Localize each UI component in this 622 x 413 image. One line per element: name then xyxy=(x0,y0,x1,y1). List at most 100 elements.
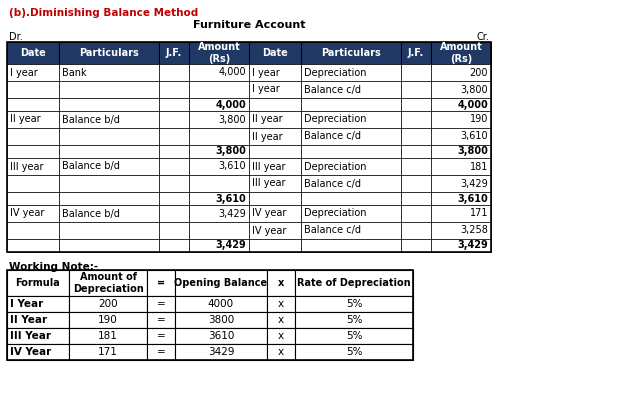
Bar xyxy=(301,64,401,81)
Text: III year: III year xyxy=(10,161,44,171)
Text: 3610: 3610 xyxy=(208,331,234,341)
Bar xyxy=(295,312,413,328)
Bar xyxy=(189,192,249,205)
Bar xyxy=(249,64,301,81)
Bar xyxy=(295,296,413,312)
Bar xyxy=(401,64,431,81)
Bar xyxy=(59,239,159,252)
Text: Balance c/d: Balance c/d xyxy=(304,131,361,142)
Bar xyxy=(267,312,295,328)
Text: III year: III year xyxy=(252,161,285,171)
Bar xyxy=(189,145,249,158)
Bar xyxy=(249,98,301,111)
Text: 3800: 3800 xyxy=(208,315,234,325)
Text: 4,000: 4,000 xyxy=(457,100,488,109)
Text: IV year: IV year xyxy=(10,209,44,218)
Bar xyxy=(301,145,401,158)
Bar xyxy=(301,81,401,98)
Text: 3,610: 3,610 xyxy=(215,194,246,204)
Bar xyxy=(301,111,401,128)
Text: =: = xyxy=(157,315,165,325)
Text: 3,429: 3,429 xyxy=(457,240,488,251)
Text: Formula: Formula xyxy=(16,278,60,288)
Bar xyxy=(7,64,59,81)
Bar xyxy=(7,175,59,192)
Text: II Year: II Year xyxy=(10,315,47,325)
Text: Balance b/d: Balance b/d xyxy=(62,161,120,171)
Text: Depreciation: Depreciation xyxy=(304,67,366,78)
Bar xyxy=(69,270,147,296)
Text: Amount
(Rs): Amount (Rs) xyxy=(198,42,240,64)
Text: 3,610: 3,610 xyxy=(460,131,488,142)
Text: Particulars: Particulars xyxy=(79,48,139,58)
Bar xyxy=(175,344,267,360)
Bar xyxy=(431,192,491,205)
Bar xyxy=(189,98,249,111)
Bar xyxy=(7,270,69,296)
Bar xyxy=(69,328,147,344)
Bar xyxy=(159,81,189,98)
Bar xyxy=(175,328,267,344)
Text: II year: II year xyxy=(252,114,282,124)
Text: IV year: IV year xyxy=(252,225,286,235)
Bar xyxy=(431,145,491,158)
Bar xyxy=(159,145,189,158)
Bar xyxy=(249,42,301,64)
Text: 171: 171 xyxy=(470,209,488,218)
Bar xyxy=(189,158,249,175)
Text: Balance c/d: Balance c/d xyxy=(304,225,361,235)
Bar xyxy=(431,239,491,252)
Text: Balance b/d: Balance b/d xyxy=(62,114,120,124)
Bar xyxy=(249,128,301,145)
Bar xyxy=(295,344,413,360)
Text: 5%: 5% xyxy=(346,299,362,309)
Bar xyxy=(7,270,413,360)
Bar xyxy=(159,158,189,175)
Bar xyxy=(401,205,431,222)
Bar xyxy=(189,175,249,192)
Text: IV Year: IV Year xyxy=(10,347,51,357)
Bar xyxy=(159,111,189,128)
Bar xyxy=(401,175,431,192)
Bar xyxy=(301,158,401,175)
Text: III Year: III Year xyxy=(10,331,51,341)
Bar xyxy=(401,128,431,145)
Text: 190: 190 xyxy=(470,114,488,124)
Bar xyxy=(401,42,431,64)
Bar xyxy=(267,344,295,360)
Bar xyxy=(59,145,159,158)
Bar xyxy=(249,111,301,128)
Bar xyxy=(7,145,59,158)
Text: (b).Diminishing Balance Method: (b).Diminishing Balance Method xyxy=(9,8,198,18)
Bar xyxy=(7,205,59,222)
Bar xyxy=(7,81,59,98)
Bar xyxy=(159,192,189,205)
Bar xyxy=(69,344,147,360)
Text: 3429: 3429 xyxy=(208,347,234,357)
Bar xyxy=(301,222,401,239)
Bar xyxy=(401,192,431,205)
Text: Working Note:-: Working Note:- xyxy=(9,262,98,272)
Bar xyxy=(401,145,431,158)
Bar xyxy=(7,239,59,252)
Text: 3,800: 3,800 xyxy=(460,85,488,95)
Bar xyxy=(59,158,159,175)
Text: Date: Date xyxy=(262,48,288,58)
Text: II year: II year xyxy=(10,114,40,124)
Bar xyxy=(59,42,159,64)
Bar xyxy=(301,128,401,145)
Text: J.F.: J.F. xyxy=(166,48,182,58)
Text: x: x xyxy=(278,331,284,341)
Bar xyxy=(147,328,175,344)
Text: Amount
(Rs): Amount (Rs) xyxy=(440,42,483,64)
Bar xyxy=(69,312,147,328)
Text: Amount of
Depreciation: Amount of Depreciation xyxy=(73,272,144,294)
Text: 181: 181 xyxy=(470,161,488,171)
Text: 5%: 5% xyxy=(346,331,362,341)
Bar xyxy=(7,111,59,128)
Bar xyxy=(7,158,59,175)
Text: x: x xyxy=(278,278,284,288)
Text: IV year: IV year xyxy=(252,209,286,218)
Text: =: = xyxy=(157,331,165,341)
Bar xyxy=(7,128,59,145)
